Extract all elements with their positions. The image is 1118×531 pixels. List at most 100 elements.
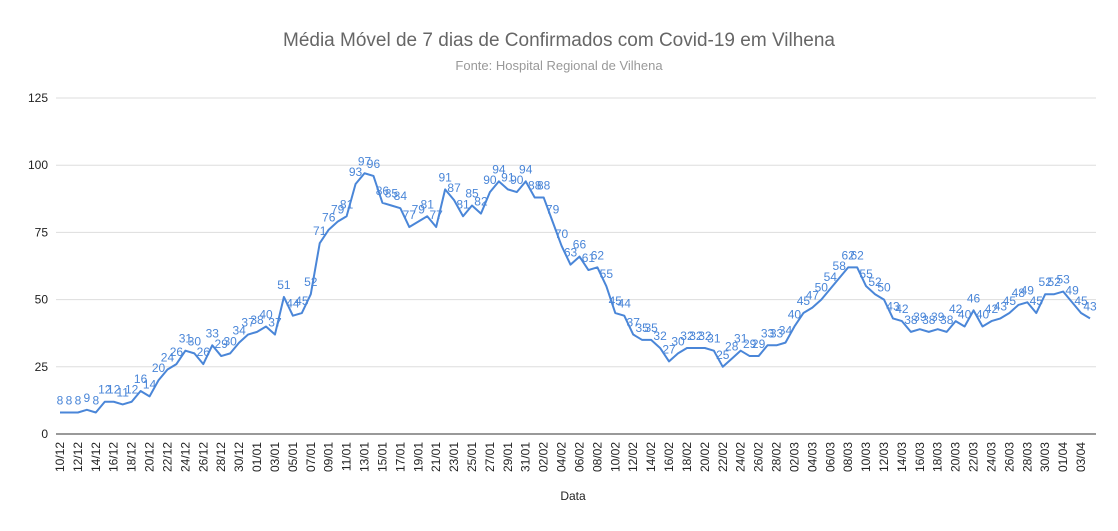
data-label: 79	[331, 203, 345, 217]
data-label: 43	[886, 299, 900, 313]
y-tick-label: 75	[35, 225, 49, 239]
x-tick-label: 09/01	[322, 442, 336, 472]
data-label: 9	[84, 391, 91, 405]
data-label: 12	[125, 383, 139, 397]
data-label: 79	[546, 203, 560, 217]
data-label: 11	[116, 385, 129, 399]
data-label: 81	[340, 197, 354, 211]
data-label: 37	[268, 316, 282, 330]
data-label: 88	[528, 178, 542, 192]
x-tick-label: 24/03	[984, 442, 998, 472]
data-label: 90	[510, 173, 524, 187]
data-label: 77	[403, 208, 417, 222]
x-tick-label: 28/03	[1020, 442, 1034, 472]
x-tick-label: 04/02	[555, 442, 569, 472]
data-label: 26	[197, 345, 211, 359]
x-tick-label: 23/01	[447, 442, 461, 472]
data-label: 30	[223, 334, 237, 348]
data-label: 62	[850, 248, 864, 262]
data-label: 32	[698, 329, 712, 343]
data-label: 8	[75, 393, 82, 407]
data-label: 93	[349, 165, 363, 179]
x-tick-label: 13/01	[358, 442, 372, 472]
data-label: 91	[438, 170, 452, 184]
x-tick-label: 12/12	[71, 442, 85, 472]
data-label: 81	[421, 197, 435, 211]
data-label: 84	[394, 189, 408, 203]
data-label: 87	[447, 181, 461, 195]
x-tick-label: 24/12	[178, 442, 192, 472]
x-tick-label: 30/12	[232, 442, 246, 472]
x-tick-label: 26/02	[752, 442, 766, 472]
x-tick-label: 19/01	[411, 442, 425, 472]
x-tick-label: 06/02	[572, 442, 586, 472]
x-tick-label: 18/03	[931, 442, 945, 472]
data-label: 28	[725, 340, 739, 354]
data-label: 90	[483, 173, 497, 187]
data-label: 53	[1056, 273, 1070, 287]
data-label: 62	[841, 248, 855, 262]
data-label: 25	[716, 348, 730, 362]
data-label: 8	[57, 393, 64, 407]
x-tick-label: 07/01	[304, 442, 318, 472]
x-tick-label: 25/01	[465, 442, 479, 472]
x-tick-label: 16/12	[107, 442, 121, 472]
x-tick-label: 30/03	[1038, 442, 1052, 472]
data-label: 63	[564, 246, 578, 260]
data-label: 45	[1030, 294, 1044, 308]
data-label: 33	[761, 326, 775, 340]
data-label: 79	[412, 203, 426, 217]
y-tick-label: 50	[35, 293, 49, 307]
data-label: 49	[1021, 283, 1035, 297]
data-label: 24	[161, 350, 175, 364]
data-label: 35	[635, 321, 649, 335]
data-label: 38	[904, 313, 918, 327]
data-label: 49	[1065, 283, 1079, 297]
data-label: 44	[286, 297, 300, 311]
data-label: 91	[501, 170, 515, 184]
x-tick-label: 10/02	[608, 442, 622, 472]
x-axis-label: Data	[560, 489, 586, 503]
data-label: 47	[806, 289, 820, 303]
data-label: 29	[752, 337, 766, 351]
x-tick-label: 26/03	[1002, 442, 1016, 472]
data-label: 26	[170, 345, 184, 359]
data-label: 55	[859, 267, 873, 281]
x-tick-label: 22/03	[967, 442, 981, 472]
data-label: 43	[994, 299, 1008, 313]
data-label: 8	[66, 393, 73, 407]
x-tick-label: 10/12	[53, 442, 67, 472]
y-tick-label: 100	[28, 158, 48, 172]
chart-subtitle: Fonte: Hospital Regional de Vilhena	[455, 58, 663, 73]
data-label: 31	[707, 332, 721, 346]
data-label: 40	[788, 307, 802, 321]
data-label: 43	[1083, 299, 1097, 313]
data-label: 58	[833, 259, 847, 273]
data-label: 39	[913, 310, 927, 324]
data-label: 51	[277, 278, 291, 292]
data-label: 52	[1039, 275, 1053, 289]
data-label: 40	[259, 307, 273, 321]
data-label: 44	[618, 297, 632, 311]
data-label: 38	[940, 313, 954, 327]
chart-title: Média Móvel de 7 dias de Confirmados com…	[283, 30, 835, 51]
x-tick-label: 06/03	[823, 442, 837, 472]
data-label: 8	[92, 393, 99, 407]
data-label: 52	[1047, 275, 1061, 289]
data-label: 45	[1003, 294, 1017, 308]
x-tick-label: 24/02	[734, 442, 748, 472]
data-label: 61	[582, 251, 596, 265]
data-label: 30	[671, 334, 685, 348]
x-tick-label: 08/03	[841, 442, 855, 472]
x-tick-label: 01/01	[250, 442, 264, 472]
data-label: 33	[770, 326, 784, 340]
data-line	[60, 172, 1091, 414]
x-tick-label: 20/02	[698, 442, 712, 472]
x-tick-label: 12/03	[877, 442, 891, 472]
x-tick-label: 08/02	[590, 442, 604, 472]
data-label: 85	[385, 187, 399, 201]
x-tick-label: 15/01	[375, 442, 389, 472]
data-label: 34	[779, 324, 793, 338]
data-label: 32	[680, 329, 694, 343]
